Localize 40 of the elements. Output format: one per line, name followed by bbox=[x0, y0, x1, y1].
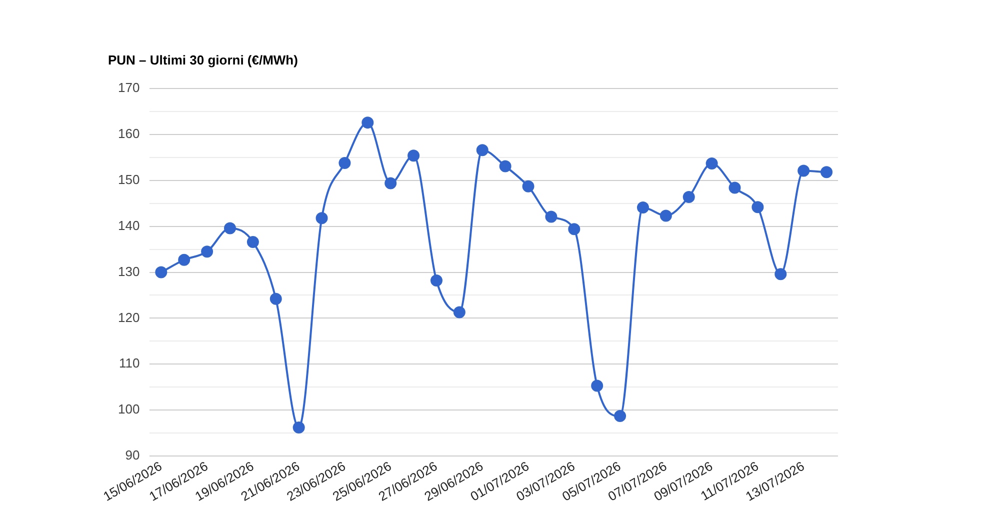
point bbox=[224, 222, 236, 234]
point bbox=[706, 157, 718, 170]
y-tick-label: 130 bbox=[118, 264, 140, 279]
point bbox=[660, 210, 672, 222]
point bbox=[178, 254, 190, 266]
y-tick-label: 160 bbox=[118, 126, 140, 142]
point bbox=[155, 266, 168, 278]
y-tick-label: 170 bbox=[118, 80, 140, 96]
point bbox=[728, 182, 741, 194]
point bbox=[430, 274, 442, 287]
point bbox=[408, 150, 420, 162]
point bbox=[636, 202, 649, 214]
point bbox=[292, 421, 305, 434]
point bbox=[384, 177, 397, 190]
point bbox=[453, 306, 466, 318]
point bbox=[522, 180, 534, 192]
point bbox=[798, 164, 810, 177]
point bbox=[270, 292, 282, 305]
y-tick-label: 120 bbox=[118, 310, 140, 325]
point bbox=[591, 380, 604, 392]
y-tick-label: 110 bbox=[118, 356, 140, 371]
y-tick-label: 140 bbox=[118, 218, 140, 233]
point bbox=[338, 156, 351, 169]
point bbox=[568, 223, 580, 236]
point bbox=[362, 116, 374, 129]
point bbox=[316, 212, 328, 224]
point bbox=[476, 144, 488, 156]
point bbox=[682, 190, 695, 203]
y-tick-label: 100 bbox=[118, 402, 140, 417]
y-tick-label: 90 bbox=[125, 448, 140, 463]
point bbox=[201, 246, 214, 258]
point bbox=[774, 268, 787, 280]
point bbox=[499, 160, 512, 172]
point bbox=[614, 410, 626, 422]
y-tick-label: 150 bbox=[118, 172, 140, 188]
chart-title: PUN – Ultimi 30 giorni (€/MWh) bbox=[108, 52, 298, 68]
point bbox=[246, 236, 259, 248]
point bbox=[820, 166, 833, 178]
point bbox=[545, 210, 558, 223]
point bbox=[752, 201, 764, 214]
